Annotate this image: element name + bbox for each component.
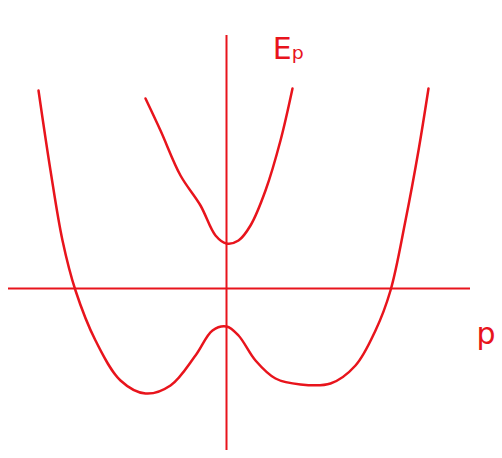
svg-text:Eₚ: Eₚ [273, 31, 305, 66]
svg-text:p: p [477, 316, 496, 351]
